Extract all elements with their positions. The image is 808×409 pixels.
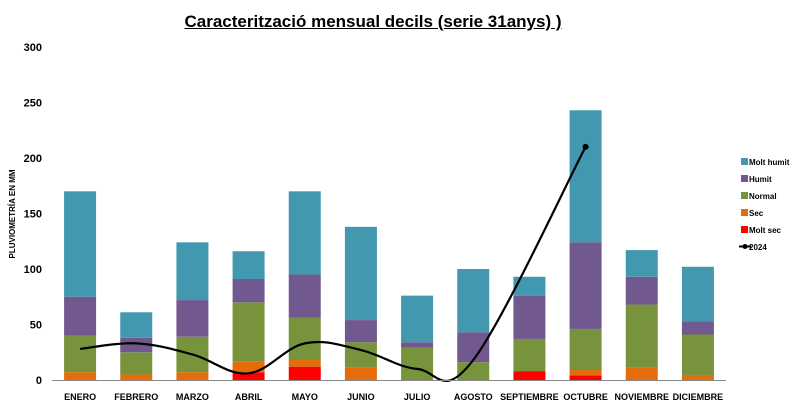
- bar-segment-normal: [401, 347, 434, 380]
- bar-segment-molt-humit: [457, 269, 490, 333]
- x-tick-label: MAYO: [292, 392, 318, 402]
- bar-segment-normal: [625, 304, 658, 368]
- legend-label-molt-humit: Molt humit: [749, 158, 790, 167]
- bar-segment-sec: [288, 360, 321, 367]
- legend-label-sec: Sec: [749, 209, 764, 218]
- y-tick-label: 200: [24, 153, 42, 165]
- x-axis-labels: ENERO FEBRERO MARZO ABRIL MAYO JUNIO JULIO AGOS…: [64, 392, 723, 402]
- legend-label-humit: Humit: [749, 175, 772, 184]
- legend-swatch-sec: [741, 209, 748, 216]
- x-tick-label: MARZO: [176, 392, 209, 402]
- y-axis-ticks: 0 50 100 150 200 250 300: [24, 42, 42, 387]
- bar-segment-molt-sec: [513, 371, 546, 380]
- legend-swatch-normal: [741, 192, 748, 199]
- bar-segment-molt-humit: [401, 295, 434, 343]
- chart-title: Caracterització mensual decils (serie 31…: [184, 12, 562, 31]
- bar-segment-molt-humit: [681, 266, 714, 322]
- y-tick-label: 50: [30, 320, 42, 332]
- x-tick-label: OCTUBRE: [563, 392, 608, 402]
- legend-label-2024: 2024: [749, 243, 767, 252]
- bar-segment-molt-humit: [625, 250, 658, 277]
- bars: [64, 110, 714, 380]
- bar-segment-normal: [681, 334, 714, 376]
- bar-segment-humit: [625, 276, 658, 305]
- bar-segment-humit: [344, 320, 377, 343]
- bar-segment-normal: [288, 317, 321, 361]
- bar-segment-molt-sec: [232, 372, 265, 380]
- legend-label-normal: Normal: [749, 192, 777, 201]
- bar-segment-molt-humit: [176, 242, 209, 301]
- bar-segment-sec: [64, 372, 97, 380]
- y-tick-label: 0: [36, 375, 42, 387]
- bar-segment-normal: [457, 362, 490, 380]
- bar-segment-molt-humit: [344, 226, 377, 321]
- x-tick-label: DICIEMBRE: [673, 392, 724, 402]
- bar-segment-normal: [64, 335, 97, 373]
- bar-segment-sec: [120, 374, 153, 380]
- bar-segment-normal: [120, 352, 153, 375]
- bar-segment-humit: [457, 332, 490, 363]
- bar-segment-humit: [569, 242, 602, 329]
- bar-segment-molt-humit: [513, 276, 546, 296]
- bar-segment-molt-humit: [569, 110, 602, 243]
- x-tick-label: JUNIO: [347, 392, 375, 402]
- line-2024: [79, 146, 587, 382]
- line-markers: [582, 143, 589, 150]
- y-tick-label: 150: [24, 209, 42, 221]
- bar-segment-sec: [232, 361, 265, 373]
- bar-segment-sec: [681, 375, 714, 380]
- x-tick-label: ENERO: [64, 392, 96, 402]
- legend-label-molt-sec: Molt sec: [749, 226, 782, 235]
- bar-segment-humit: [176, 300, 209, 337]
- x-tick-label: ABRIL: [235, 392, 263, 402]
- bar-segment-sec: [176, 372, 209, 380]
- y-tick-label: 100: [24, 264, 42, 276]
- bar-segment-humit: [401, 342, 434, 348]
- bar-segment-humit: [120, 337, 153, 353]
- legend: Molt humit Humit Normal Sec Molt sec 2024: [739, 158, 790, 252]
- x-tick-label: SEPTIEMBRE: [500, 392, 559, 402]
- bar-segment-sec: [344, 367, 377, 380]
- bar-segment-humit: [513, 295, 546, 339]
- bar-segment-normal: [232, 302, 265, 362]
- bar-segment-sec: [625, 367, 658, 380]
- bar-segment-molt-humit: [288, 191, 321, 275]
- bar-segment-molt-humit: [64, 191, 97, 297]
- x-tick-label: FEBRERO: [114, 392, 158, 402]
- bar-segment-normal: [513, 338, 546, 372]
- y-tick-label: 250: [24, 98, 42, 110]
- y-axis-title: PLUVIOMETRÍA EN MM: [8, 169, 17, 258]
- legend-swatch-molt-humit: [741, 158, 748, 165]
- x-tick-label: NOVIEMBRE: [614, 392, 669, 402]
- x-tick-label: JULIO: [404, 392, 431, 402]
- bar-segment-humit: [232, 278, 265, 303]
- bar-segment-molt-sec: [569, 375, 602, 380]
- legend-swatch-humit: [741, 175, 748, 182]
- bar-segment-humit: [288, 274, 321, 318]
- line-point-2024: [582, 143, 589, 150]
- legend-swatch-molt-sec: [741, 226, 748, 233]
- bar-segment-sec: [569, 370, 602, 376]
- bar-segment-molt-humit: [232, 251, 265, 279]
- bar-segment-molt-humit: [120, 312, 153, 338]
- bar-segment-normal: [344, 342, 377, 368]
- x-tick-label: AGOSTO: [454, 392, 493, 402]
- legend-marker-2024: [742, 244, 748, 249]
- bar-segment-humit: [681, 321, 714, 335]
- bar-segment-molt-sec: [288, 366, 321, 380]
- bar-segment-humit: [64, 296, 97, 336]
- y-tick-label: 300: [24, 42, 42, 54]
- bar-segment-normal: [569, 328, 602, 371]
